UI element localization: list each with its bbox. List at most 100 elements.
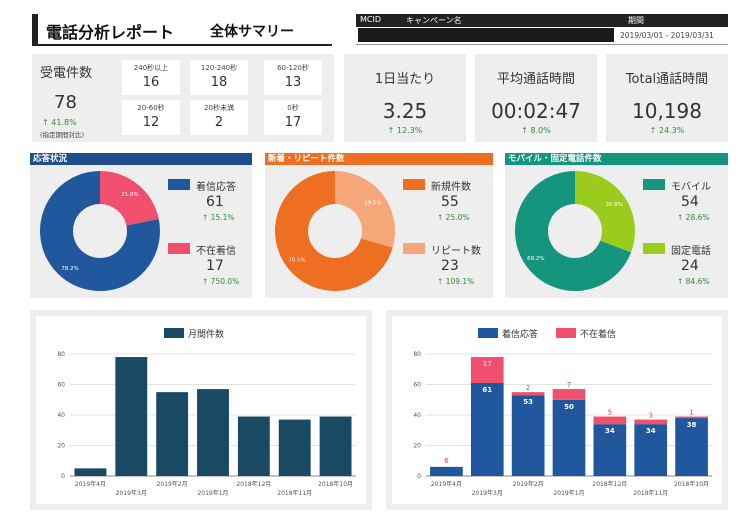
donut-slice (100, 171, 159, 226)
legend-value: 54 (681, 194, 699, 210)
legend-label: 固定電話 (671, 246, 711, 257)
legend-swatch (168, 243, 190, 254)
data-label: 61 (482, 386, 492, 394)
kpi-value: 3.25 (382, 99, 428, 123)
duration-bucket: 0秒 17 (264, 100, 322, 135)
donut-chart: 21.8% 78.2% (40, 171, 160, 291)
bar (156, 392, 189, 476)
donut-slice (515, 171, 632, 291)
bar (675, 418, 708, 476)
legend-swatch (556, 328, 576, 338)
report-title: 電話分析レポート (46, 23, 175, 42)
legend-change: ↑ 84.6% (677, 277, 710, 286)
x-tick-label: 2018年10月 (318, 480, 353, 488)
duration-bucket: 20秒未満 2 (190, 100, 248, 135)
calls-value: 78 (54, 92, 77, 113)
legend-label: リピート数 (431, 246, 481, 257)
y-tick-label: 80 (57, 351, 65, 358)
kpi-change: ↑ 8.0% (521, 126, 551, 135)
up-arrow-icon: ↑ (649, 126, 659, 135)
donut-chart: 29.5% 70.5% (275, 171, 395, 291)
x-tick-label: 2019年4月 (75, 480, 106, 488)
calls-kpi-panel: 受電件数 78 ↑ 41.8% (指定期間対比) 240秒以上 16 120-24… (32, 54, 334, 142)
kpi-change: ↑ 24.3% (649, 126, 685, 135)
bar (470, 382, 504, 476)
duration-bucket: 60-120秒 13 (264, 60, 322, 95)
bar (115, 357, 148, 476)
slice-pct-label: 78.2% (61, 266, 78, 272)
bar (552, 389, 586, 400)
bar (197, 389, 229, 476)
data-label: 50 (564, 403, 574, 411)
data-label: 3 (648, 412, 652, 420)
legend-value: 55 (441, 194, 459, 210)
legend-label: 着信応答 (196, 182, 236, 193)
mobile-landline-panel: モバイル・固定電話件数 30.8% 69.2% モバイル 54 ↑ 28.6% 固定電話 24… (505, 153, 728, 298)
y-tick-label: 60 (413, 382, 421, 389)
bar (675, 416, 708, 419)
slice-pct-label: 21.8% (121, 192, 138, 198)
y-tick-label: 80 (413, 351, 421, 358)
slice-pct-label: 70.5% (288, 258, 305, 264)
legend-swatch (403, 179, 425, 190)
bar (593, 424, 627, 476)
x-tick-label: 2018年12月 (236, 480, 271, 488)
legend-label: 新規件数 (431, 182, 471, 193)
x-tick-label: 2019年2月 (513, 480, 544, 488)
slice-pct-label: 30.8% (605, 202, 622, 208)
data-label: 5 (608, 409, 612, 417)
donut-chart: 30.8% 69.2% (515, 171, 635, 291)
new-repeat-panel: 新着・リピート件数 29.5% 70.5% 新規件数 55 ↑ 25.0% リピート数 23 ↑… (265, 153, 493, 298)
report-title-block: 電話分析レポート 全体サマリー (32, 14, 332, 46)
y-tick-label: 40 (57, 412, 65, 419)
data-label: 34 (646, 427, 656, 435)
kpi-value: 00:02:47 (491, 99, 581, 123)
bar (74, 468, 107, 476)
bar (319, 416, 352, 476)
data-label: 2 (526, 384, 530, 392)
calls-label: 受電件数 (40, 66, 93, 81)
legend-swatch (403, 243, 425, 254)
bar (237, 416, 270, 476)
legend-label: 不在着信 (580, 328, 616, 340)
legend-value: 61 (206, 194, 224, 210)
legend-swatch (478, 328, 498, 338)
bar (593, 416, 627, 425)
x-tick-label: 2018年11月 (277, 489, 312, 497)
bar (430, 466, 463, 476)
section-header: モバイル・固定電話件数 (505, 153, 728, 165)
legend-value: 24 (681, 258, 699, 274)
data-label: 17 (483, 360, 492, 368)
legend-change: ↑ 109.1% (437, 277, 475, 286)
x-tick-label: 2019年1月 (553, 489, 584, 497)
legend-value: 23 (441, 258, 459, 274)
period-value[interactable]: 2019/03/01 - 2019/03/31 (620, 31, 714, 40)
kpi-value: 10,198 (632, 99, 702, 123)
header-divider (356, 44, 728, 45)
campaign-filter-field[interactable] (358, 28, 614, 42)
x-tick-label: 2018年12月 (592, 480, 627, 488)
up-arrow-icon: ↑ (42, 118, 52, 127)
bar (634, 419, 668, 425)
x-tick-label: 2018年11月 (633, 489, 668, 497)
legend-change: ↑ 15.1% (202, 213, 235, 222)
campaign-label: キャンペーン名 (406, 16, 462, 25)
data-label: 38 (687, 421, 697, 429)
mcid-label: MCID (360, 15, 382, 24)
avg-call-time-kpi-card: 平均通話時間 00:02:47 ↑ 8.0% (475, 54, 597, 142)
up-arrow-icon: ↑ (521, 126, 531, 135)
x-tick-label: 2019年2月 (157, 480, 188, 488)
slice-pct-label: 69.2% (527, 256, 544, 262)
legend-label: 不在着信 (196, 246, 236, 257)
x-tick-label: 2019年3月 (472, 489, 503, 497)
data-label: 7 (567, 381, 571, 389)
duration-bucket: 20-60秒 12 (122, 100, 180, 135)
response-status-panel: 応答状況 21.8% 78.2% 着信応答 61 ↑ 15.1% 不在着信 17 ↑ 750.0… (30, 153, 252, 298)
total-call-time-kpi-card: Total通話時間 10,198 ↑ 24.3% (606, 54, 728, 142)
calls-change: ↑ 41.8% (42, 118, 77, 127)
data-label: 53 (523, 398, 533, 406)
bar (278, 419, 311, 476)
legend-change: ↑ 750.0% (202, 277, 240, 286)
donut-slice (275, 171, 393, 291)
